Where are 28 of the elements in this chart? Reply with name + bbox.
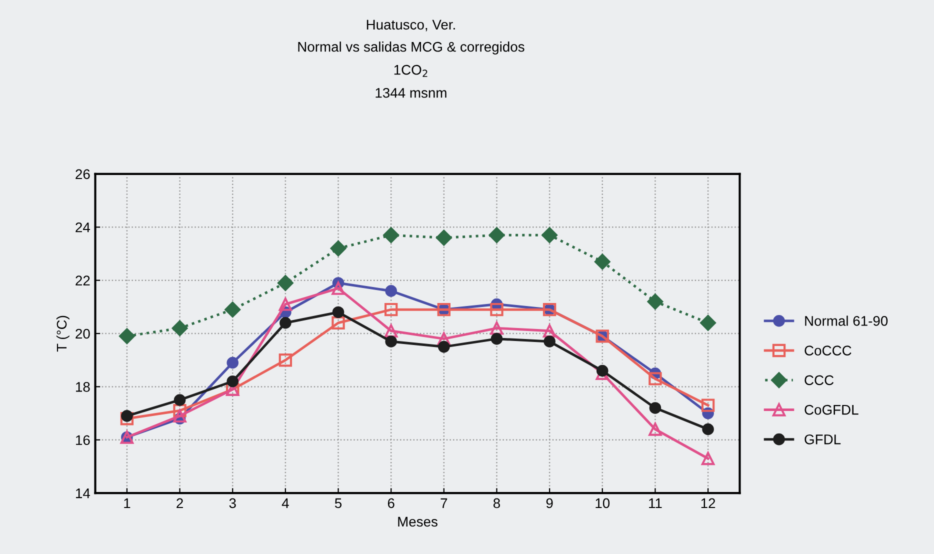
x-tick-label: 7 <box>440 498 448 508</box>
x-tick-label: 11 <box>649 498 662 508</box>
legend-label: CoCCC <box>804 346 852 356</box>
y-axis-title: T (°C) <box>56 316 70 352</box>
x-tick-label: 3 <box>229 498 236 508</box>
y-tick-label: 16 <box>76 435 90 446</box>
x-tick-label: 2 <box>176 498 183 508</box>
y-tick-label: 24 <box>76 222 90 232</box>
y-tick-label: 20 <box>76 328 90 339</box>
y-tick-label: 26 <box>76 169 90 180</box>
x-tick-label: 6 <box>388 498 394 508</box>
y-tick-label: 22 <box>76 276 90 286</box>
legend-label: CCC <box>804 375 834 386</box>
x-tick-label: 5 <box>334 498 342 508</box>
y-tick-label: 18 <box>76 382 90 392</box>
x-tick-label: 1 <box>124 498 130 508</box>
y-tick-label: 14 <box>76 488 90 498</box>
chart-subtitle: Normal vs salidas MCG & corregidos 1CO$_{2}$ 1344 msnm <box>298 42 524 98</box>
x-tick-label: 4 <box>282 498 289 508</box>
x-tick-label: 10 <box>596 498 610 508</box>
x-tick-label: 12 <box>701 498 716 508</box>
chart-title: Huatusco, Ver. <box>366 20 455 32</box>
x-tick-label: 9 <box>546 498 553 508</box>
legend-label: Normal 61-90 <box>805 316 888 326</box>
x-tick-label: 8 <box>493 498 500 508</box>
legend-label: CoGFDL <box>804 404 858 415</box>
x-axis-title: Meses <box>398 516 438 527</box>
legend-label: GFDL <box>804 434 841 444</box>
